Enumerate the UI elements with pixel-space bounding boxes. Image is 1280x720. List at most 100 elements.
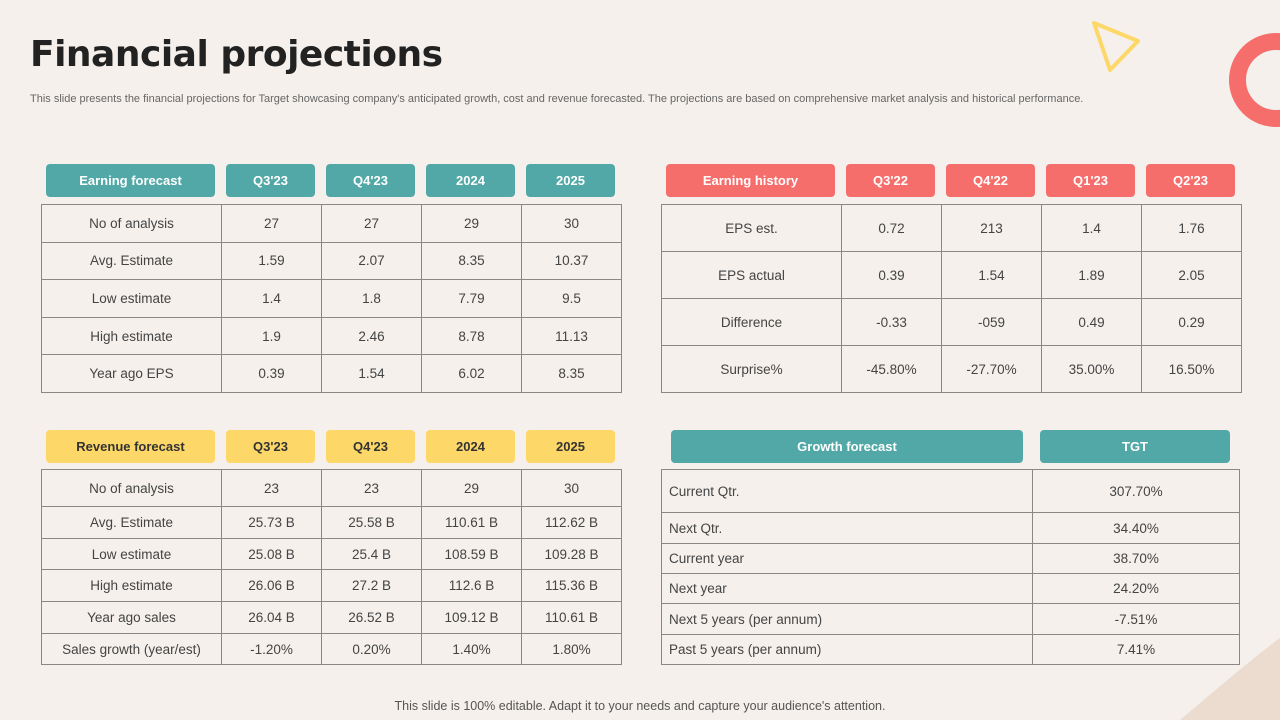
table-cell: 25.73 B [221, 506, 322, 539]
table-cell: 1.8 [321, 279, 422, 318]
growth-forecast-table: Current Qtr. 307.70% Next Qtr. 34.40% Curren… [661, 469, 1240, 665]
table-cell: 1.76 [1141, 204, 1242, 252]
table-cell: 27 [221, 204, 322, 243]
table-cell: 0.39 [221, 354, 322, 393]
table-cell: 1.54 [321, 354, 422, 393]
column-header: Q4'23 [326, 164, 415, 197]
table-cell: 26.52 B [321, 601, 422, 634]
table-cell: 30 [521, 469, 622, 507]
table-row: Sales growth (year/est) -1.20% 0.20% 1.40% 1… [41, 633, 622, 665]
table-cell: 35.00% [1041, 345, 1142, 393]
table-row: High estimate 26.06 B 27.2 B 112.6 B 115.36 … [41, 569, 622, 602]
table-cell: 26.06 B [221, 569, 322, 602]
column-header: Q4'22 [946, 164, 1035, 197]
column-header: Q2'23 [1146, 164, 1235, 197]
table-cell: 25.4 B [321, 538, 422, 570]
table-cell: 0.29 [1141, 298, 1242, 346]
table-row: Next 5 years (per annum) -7.51% [661, 603, 1240, 635]
column-header: TGT [1040, 430, 1230, 463]
revenue-forecast-title: Revenue forecast [46, 430, 215, 463]
table-row: Avg. Estimate 1.59 2.07 8.35 10.37 [41, 241, 622, 281]
table-cell: 7.79 [421, 279, 522, 318]
decorative-ring [1229, 33, 1280, 127]
row-label: Current year [661, 543, 1033, 574]
row-label: Sales growth (year/est) [41, 633, 222, 665]
table-cell: 38.70% [1032, 543, 1240, 574]
table-row: Avg. Estimate 25.73 B 25.58 B 110.61 B 112.6… [41, 506, 622, 539]
table-cell: 0.20% [321, 633, 422, 665]
table-row: EPS est. 0.72 213 1.4 1.76 [661, 204, 1242, 252]
table-cell: -1.20% [221, 633, 322, 665]
table-cell: 10.37 [521, 241, 622, 281]
table-cell: 0.39 [841, 251, 942, 299]
table-row: Next year 24.20% [661, 573, 1240, 604]
table-cell: 1.89 [1041, 251, 1142, 299]
table-cell: 24.20% [1032, 573, 1240, 604]
table-row: Low estimate 1.4 1.8 7.79 9.5 [41, 279, 622, 318]
revenue-forecast-header: Revenue forecast Q3'23 Q4'23 2024 2025 [46, 430, 615, 463]
table-cell: 2.05 [1141, 251, 1242, 299]
decorative-triangle [1092, 21, 1140, 72]
table-cell: 1.80% [521, 633, 622, 665]
table-cell: -7.51% [1032, 603, 1240, 635]
row-label: Year ago EPS [41, 354, 222, 393]
earning-history-title: Earning history [666, 164, 835, 197]
table-row: Current year 38.70% [661, 543, 1240, 574]
table-cell: 7.41% [1032, 634, 1240, 665]
table-cell: 112.62 B [521, 506, 622, 539]
earning-history-table: EPS est. 0.72 213 1.4 1.76 EPS actual 0.39 1.54… [661, 204, 1242, 393]
table-row: Year ago sales 26.04 B 26.52 B 109.12 B 110.… [41, 601, 622, 634]
table-row: Low estimate 25.08 B 25.4 B 108.59 B 109.28 … [41, 538, 622, 570]
table-cell: -45.80% [841, 345, 942, 393]
table-cell: 108.59 B [421, 538, 522, 570]
row-label: Next year [661, 573, 1033, 604]
table-row: High estimate 1.9 2.46 8.78 11.13 [41, 316, 622, 356]
table-cell: 213 [941, 204, 1042, 252]
row-label: Next 5 years (per annum) [661, 603, 1033, 635]
table-cell: 11.13 [521, 316, 622, 356]
table-cell: 109.28 B [521, 538, 622, 570]
row-label: EPS est. [661, 204, 842, 252]
row-label: Low estimate [41, 538, 222, 570]
table-cell: 34.40% [1032, 512, 1240, 544]
table-cell: 1.4 [1041, 204, 1142, 252]
column-header: Q3'22 [846, 164, 935, 197]
growth-forecast-header: Growth forecast TGT [671, 430, 1230, 463]
table-cell: 110.61 B [521, 601, 622, 634]
earning-forecast-header: Earning forecast Q3'23 Q4'23 2024 2025 [46, 164, 615, 197]
decorative-corner-shape [1180, 638, 1280, 720]
footer-note: This slide is 100% editable. Adapt it to… [394, 699, 886, 713]
row-label: Surprise% [661, 345, 842, 393]
table-cell: 30 [521, 204, 622, 243]
table-cell: 8.35 [421, 241, 522, 281]
table-cell: 26.04 B [221, 601, 322, 634]
revenue-forecast-table: No of analysis 23 23 29 30 Avg. Estimate 25.73… [41, 469, 622, 665]
row-label: Next Qtr. [661, 512, 1033, 544]
table-cell: 307.70% [1032, 469, 1240, 513]
earning-history-header: Earning history Q3'22 Q4'22 Q1'23 Q2'23 [666, 164, 1235, 197]
column-header: 2025 [526, 430, 615, 463]
table-cell: 115.36 B [521, 569, 622, 602]
row-label: High estimate [41, 316, 222, 356]
table-row: Year ago EPS 0.39 1.54 6.02 8.35 [41, 354, 622, 393]
row-label: No of analysis [41, 469, 222, 507]
table-cell: 6.02 [421, 354, 522, 393]
table-cell: -0.33 [841, 298, 942, 346]
row-label: Past 5 years (per annum) [661, 634, 1033, 665]
table-cell: 27 [321, 204, 422, 243]
page-subtitle: This slide presents the financial projec… [30, 93, 1084, 105]
table-row: Surprise% -45.80% -27.70% 35.00% 16.50% [661, 345, 1242, 393]
table-cell: 112.6 B [421, 569, 522, 602]
column-header: 2024 [426, 164, 515, 197]
table-row: Current Qtr. 307.70% [661, 469, 1240, 513]
row-label: High estimate [41, 569, 222, 602]
table-cell: 8.78 [421, 316, 522, 356]
column-header: 2025 [526, 164, 615, 197]
table-cell: 23 [321, 469, 422, 507]
table-cell: -059 [941, 298, 1042, 346]
row-label: EPS actual [661, 251, 842, 299]
table-cell: 29 [421, 469, 522, 507]
row-label: Difference [661, 298, 842, 346]
table-cell: 16.50% [1141, 345, 1242, 393]
row-label: Avg. Estimate [41, 506, 222, 539]
